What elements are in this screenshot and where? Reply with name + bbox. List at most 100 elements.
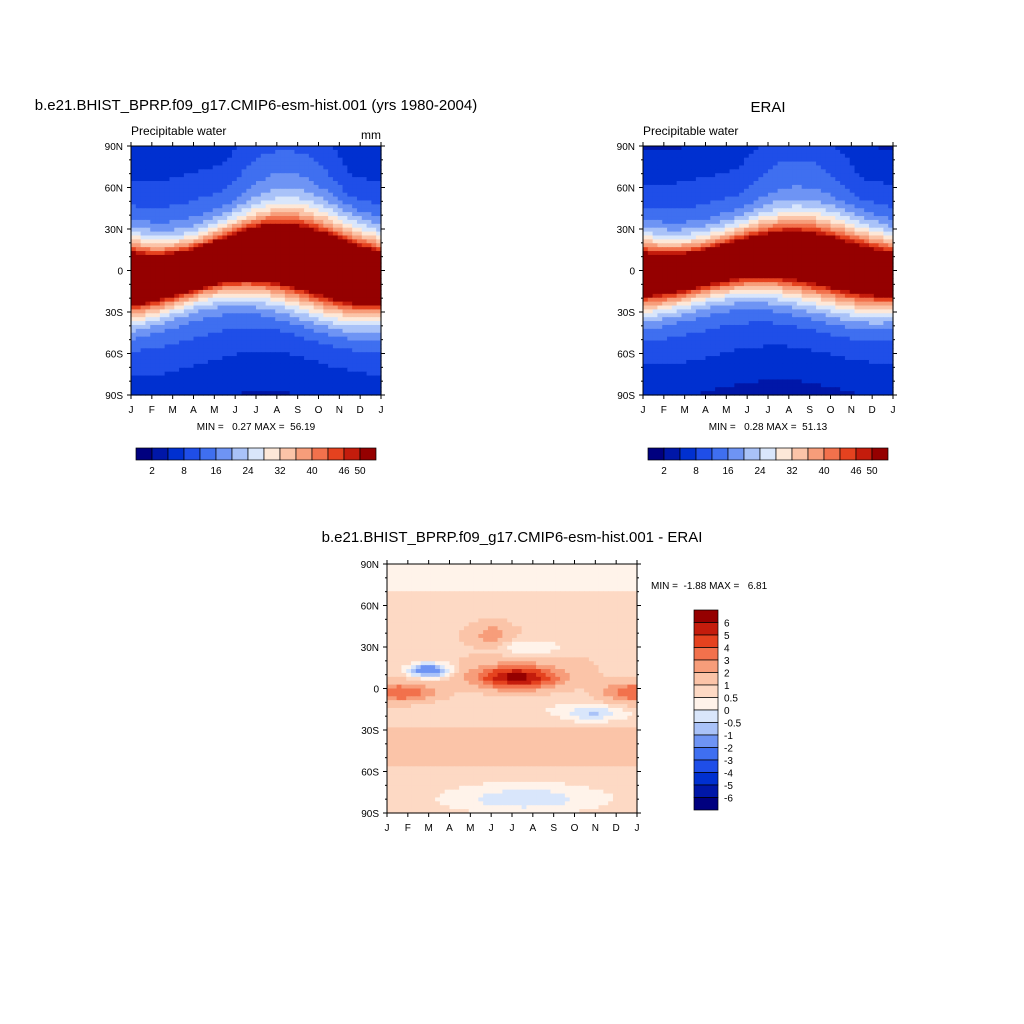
panel-erai-cell <box>652 173 659 178</box>
panel-model-cell <box>227 305 233 311</box>
panel-erai-cell <box>681 254 687 260</box>
panel-model-cell <box>356 254 363 260</box>
panel-erai-cell <box>719 184 726 190</box>
panel-model-cell <box>308 293 315 299</box>
panel-model-cell <box>231 184 238 190</box>
panel-erai-cell <box>715 169 721 174</box>
panel-erai-cell <box>796 212 803 217</box>
panel-model-cell <box>246 383 252 388</box>
panel-erai-cell <box>657 239 663 244</box>
panel-model-cell <box>198 231 204 237</box>
panel-erai-cell <box>643 227 649 233</box>
panel-model-cell <box>347 247 353 252</box>
panel-model-cell <box>352 336 358 342</box>
panel-model-cell <box>251 375 257 381</box>
panel-model-cell <box>145 204 151 209</box>
panel-model-cell <box>270 328 276 334</box>
panel-model-cell <box>241 289 247 295</box>
panel-erai-cell <box>739 184 745 190</box>
panel-model-cell <box>356 324 363 330</box>
panel-model-cell <box>284 301 291 307</box>
panel-model-cell <box>231 274 238 279</box>
panel-erai-cell <box>705 204 711 209</box>
panel-erai-cell <box>878 181 884 186</box>
panel-erai-cell <box>859 208 865 213</box>
panel-model-cell <box>135 274 142 279</box>
panel-erai-cell <box>777 247 784 252</box>
panel-model-cell <box>323 383 329 388</box>
panel-erai-cell <box>772 157 779 163</box>
panel-model-cell <box>164 239 171 244</box>
panel-erai-cell <box>710 251 716 256</box>
panel-model-cell <box>164 219 171 225</box>
panel-model-cell <box>371 149 377 155</box>
panel-erai-cell <box>835 181 841 186</box>
panel-erai-cell <box>705 146 711 151</box>
panel-erai-cell <box>868 208 875 213</box>
panel-erai-cell <box>787 251 793 256</box>
panel-model-cell <box>135 313 142 318</box>
panel-model-cell <box>265 157 272 163</box>
panel-erai-cell <box>888 184 894 190</box>
panel-model-cell <box>203 286 209 291</box>
panel-erai-cell <box>849 216 856 221</box>
panel-model-cell <box>145 188 151 194</box>
panel-model-cell <box>135 278 142 283</box>
panel-model-cell <box>323 270 329 275</box>
panel-model-cell <box>275 219 281 225</box>
panel-erai-cell <box>844 223 851 229</box>
panel-model-cell <box>227 289 233 295</box>
panel-model-cell <box>179 153 185 159</box>
panel-model-cell <box>174 173 180 178</box>
panel-erai-cell <box>705 161 711 167</box>
panel-model-cell <box>318 251 324 256</box>
panel-model-cell <box>207 258 214 264</box>
panel-erai-cell <box>681 208 687 213</box>
panel-model-cell <box>342 262 348 268</box>
panel-erai-cell <box>777 200 784 205</box>
panel-erai-cell <box>715 165 721 170</box>
panel-model-cell <box>207 363 214 369</box>
panel-model-cell <box>222 383 228 388</box>
panel-erai-cell <box>758 157 764 163</box>
panel-model-cell <box>241 297 247 303</box>
panel-model-cell <box>164 212 171 217</box>
panel-erai-cell <box>849 239 856 244</box>
panel-model-cell <box>299 181 305 186</box>
panel-model-cell <box>318 340 324 346</box>
panel-erai-cell <box>768 223 774 229</box>
panel-model-cell <box>241 359 247 365</box>
panel-erai-cell <box>676 219 683 225</box>
panel-erai-cell <box>840 169 846 174</box>
panel-model-cell <box>299 243 305 248</box>
panel-model-cell <box>131 340 137 346</box>
panel-model-cell <box>318 146 324 151</box>
panel-model-cell <box>328 348 334 353</box>
panel-model-cell <box>193 324 199 330</box>
panel-model-cell <box>280 383 286 388</box>
panel-model-cell <box>227 356 233 361</box>
panel-model-cell <box>371 247 377 252</box>
panel-erai-cell <box>854 169 860 174</box>
panel-model-cell <box>260 161 267 167</box>
panel-model-cell <box>347 258 353 264</box>
panel-model-cell <box>352 274 358 279</box>
panel-model-cell <box>164 348 171 353</box>
panel-erai-cell <box>729 212 735 217</box>
panel-erai-cell <box>734 208 740 213</box>
panel-model-cell <box>150 289 156 295</box>
panel-model-cell <box>371 367 377 373</box>
panel-erai-cell <box>820 177 827 182</box>
panel-model-cell <box>352 301 358 307</box>
panel-model-cell <box>371 344 377 349</box>
panel-model-cell <box>328 340 334 346</box>
panel-erai-cell <box>753 258 759 264</box>
panel-model-cell <box>376 375 382 381</box>
panel-model-cell <box>270 243 276 248</box>
panel-model-cell <box>289 208 296 213</box>
panel-model-cell <box>284 282 291 287</box>
panel-model-cell <box>308 274 315 279</box>
panel-model-cell <box>159 352 166 357</box>
panel-erai-cell <box>671 212 678 217</box>
panel-model-cell <box>222 340 228 346</box>
